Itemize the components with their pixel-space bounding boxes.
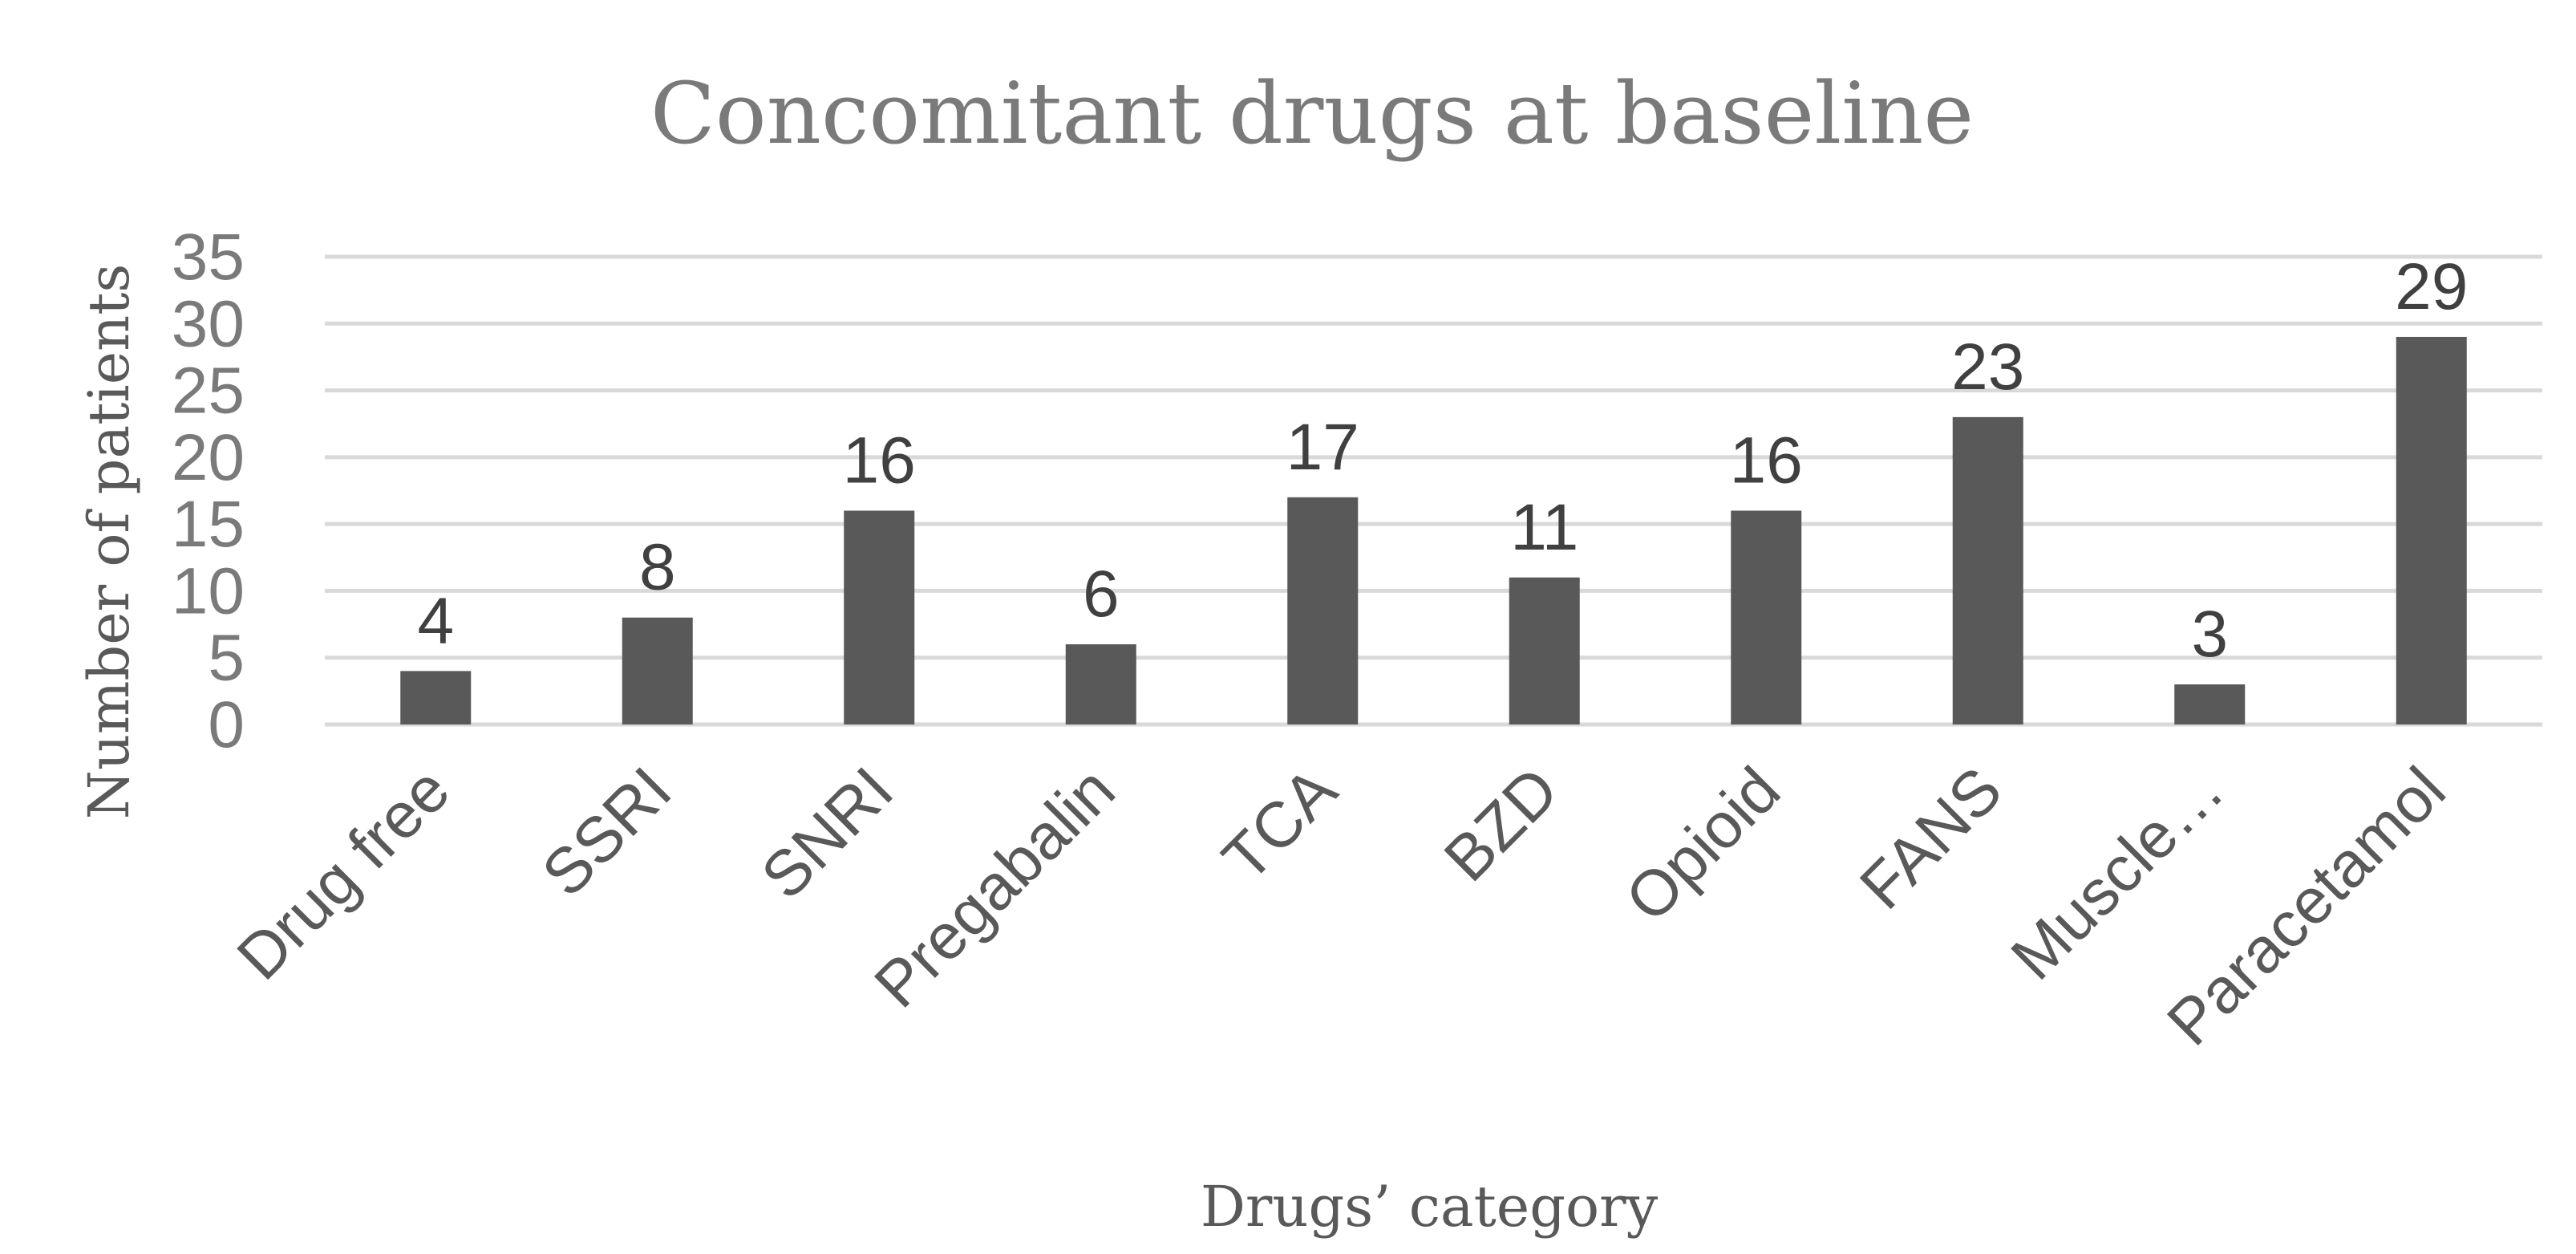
bar-fans [1952,416,2023,724]
data-labels: 4 8 16 6 17 11 16 23 3 29 [417,250,2468,671]
x-tick-label: SNRI [747,753,906,912]
bar-paracetamol [2396,336,2467,724]
y-tick-label: 30 [172,287,245,360]
y-tick-label: 25 [172,355,245,428]
y-tick-label: 20 [172,421,245,494]
data-label: 29 [2395,250,2468,323]
data-label: 6 [1083,558,1120,631]
x-tick-label: Drug free [224,753,464,993]
y-axis-title: Number of patients [76,264,142,820]
data-label: 16 [843,424,916,497]
y-tick-label: 10 [172,554,245,627]
x-tick-label: Pregabalin [861,753,1128,1021]
x-tick-label: Opioid [1612,753,1793,935]
data-label: 16 [1730,424,1803,497]
bar-muscle [2174,684,2246,724]
bar-ssri [622,617,693,724]
y-tick-label: 5 [208,622,245,695]
bar-opioid [1731,510,1802,724]
gridlines [325,254,2542,727]
bar-bzd [1509,577,1580,724]
chart-title: Concomitant drugs at baseline [650,64,1974,163]
x-tick-label: BZD [1431,753,1572,895]
data-label: 11 [1510,491,1578,564]
data-label: 8 [639,531,676,604]
y-tick-label: 0 [208,688,245,761]
x-tick-label: Muscle… [1998,753,2238,993]
data-label: 4 [417,584,454,657]
bar-tca [1287,497,1359,724]
x-axis-title: Drugs’ category [1201,1174,1659,1240]
bars [400,336,2467,724]
bar-pregabalin [1065,644,1136,724]
data-label: 23 [1951,331,2024,404]
bar-drug-free [400,671,472,724]
y-tick-label: 35 [172,221,245,294]
x-tick-label: SSRI [529,753,685,910]
x-tick-label: FANS [1846,753,2015,923]
data-label: 17 [1286,411,1359,484]
bar-snri [844,510,915,724]
data-label: 3 [2191,598,2228,671]
y-tick-label: 15 [172,488,245,561]
x-tick-label: TCA [1209,753,1351,895]
